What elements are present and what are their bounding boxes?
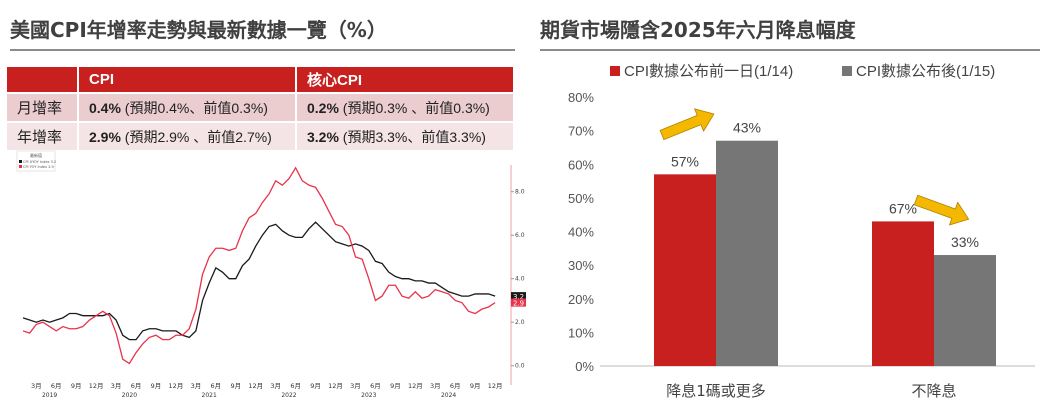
data-label: 57% [671, 153, 699, 169]
x-tick-label: 9月 [310, 382, 321, 390]
legend-label: CPI YOY Index 2.9 [23, 165, 54, 169]
legend-item-before: CPI數據公布前一日(1/14) [610, 60, 793, 81]
y-tick-label: 4.0 [515, 276, 525, 283]
x-tick-label: 9月 [71, 382, 82, 390]
series-line-CPI-YOY-Index [22, 166, 496, 365]
table-header-blank [7, 67, 79, 93]
y-tick-label: 40% [568, 225, 594, 240]
year-label: 2022 [281, 392, 296, 399]
last-value-badge [511, 298, 526, 307]
y-tick-label: 10% [568, 325, 594, 340]
row-label: 年增率 [7, 121, 79, 150]
y-tick-label: 20% [568, 292, 594, 307]
series-line-CPI-XYOY-Index [22, 221, 496, 341]
x-tick-label: 3月 [270, 382, 281, 390]
bar [872, 221, 934, 366]
year-label: 2020 [122, 392, 137, 399]
x-tick-label: 6月 [450, 382, 461, 390]
x-tick-label: 9月 [390, 382, 401, 390]
table-header-cpi: CPI [78, 67, 297, 93]
x-tick-label: 12月 [488, 382, 503, 390]
x-tick-label: 12月 [408, 382, 423, 390]
row-label: 月增率 [7, 92, 79, 122]
x-tick-label: 6月 [51, 382, 62, 390]
x-tick-label: 3月 [430, 382, 441, 390]
trend-arrow-icon [659, 108, 715, 141]
legend-swatch [19, 165, 22, 168]
year-label: 2021 [202, 392, 217, 399]
cell: 0.2% (預期0.3% 、前值0.3%) [296, 92, 515, 122]
category-label: 不降息 [911, 382, 956, 400]
y-tick-label: 8.0 [515, 189, 525, 196]
data-label: 43% [733, 120, 761, 136]
y-tick-label: 60% [568, 157, 594, 172]
table-row: 年增率 2.9% (預期2.9% 、前值2.7%) 3.2% (預期3.3%、前值3… [7, 121, 515, 150]
legend-swatch [610, 65, 620, 76]
y-tick-label: 0.0 [515, 363, 525, 370]
bar [934, 255, 996, 366]
legend-item-after: CPI數據公布後(1/15) [842, 60, 995, 81]
trend-arrow-icon [913, 194, 970, 226]
y-tick-label: 30% [568, 258, 594, 273]
year-label: 2019 [42, 392, 57, 399]
y-tick-label: 70% [568, 124, 594, 139]
cell: 0.4% (預期0.4%、前值0.3%) [78, 92, 297, 122]
year-label: 2023 [361, 392, 376, 399]
table-row: 月增率 0.4% (預期0.4%、前值0.3%) 0.2% (預期0.3% 、前值0… [7, 92, 515, 122]
year-label: 2024 [441, 392, 456, 399]
x-tick-label: 6月 [211, 382, 222, 390]
x-tick-label: 6月 [290, 382, 301, 390]
x-tick-label: 6月 [131, 382, 142, 390]
cell: 2.9% (預期2.9% 、前值2.7%) [78, 121, 297, 150]
last-value-badge [511, 292, 526, 301]
legend-swatch [842, 65, 852, 76]
data-label: 33% [951, 234, 979, 250]
right-title: 期貨市場隱含2025年六月降息幅度 [540, 14, 1040, 51]
category-label: 降息1碼或更多 [666, 382, 766, 400]
bar [716, 140, 778, 366]
x-tick-label: 9月 [151, 382, 162, 390]
cpi-table: CPI 核心CPI 月增率 0.4% (預期0.4%、前值0.3%) 0.2% (預期… [7, 67, 515, 150]
legend-swatch [19, 160, 22, 163]
x-tick-label: 12月 [169, 382, 184, 390]
y-tick-label: 50% [568, 191, 594, 206]
table-header-core: 核心CPI [296, 67, 515, 93]
legend-title: 最新值 [30, 152, 42, 158]
left-title: 美國CPI年增率走勢與最新數據一覽（%） [10, 14, 515, 51]
data-label: 67% [889, 200, 917, 216]
x-tick-label: 6月 [370, 382, 381, 390]
x-tick-label: 3月 [350, 382, 361, 390]
x-tick-label: 12月 [248, 382, 263, 390]
x-tick-label: 3月 [111, 382, 122, 390]
cell: 3.2% (預期3.3%、前值3.3%) [296, 121, 515, 150]
y-tick-label: 80% [568, 90, 594, 105]
x-tick-label: 12月 [89, 382, 104, 390]
x-tick-label: 9月 [470, 382, 481, 390]
last-value-label: 3.2 [513, 293, 524, 301]
last-value-label: 2.9 [513, 300, 524, 308]
y-tick-label: 6.0 [515, 232, 525, 239]
legend-label: CPI XYOY Index 3.2 [23, 160, 56, 164]
bar [654, 174, 716, 366]
rate-cut-bar-chart: 0% 10% 20% 30% 40% 50% 60% 70% 80% 57% 43% 降息1碼或更多 6… [568, 90, 1035, 400]
x-tick-label: 3月 [31, 382, 42, 390]
x-tick-label: 9月 [230, 382, 241, 390]
x-tick-label: 3月 [191, 382, 202, 390]
y-tick-label: 2.0 [515, 319, 525, 326]
y-tick-label: 0% [575, 359, 594, 374]
legend-box [16, 150, 56, 172]
x-tick-label: 12月 [328, 382, 343, 390]
